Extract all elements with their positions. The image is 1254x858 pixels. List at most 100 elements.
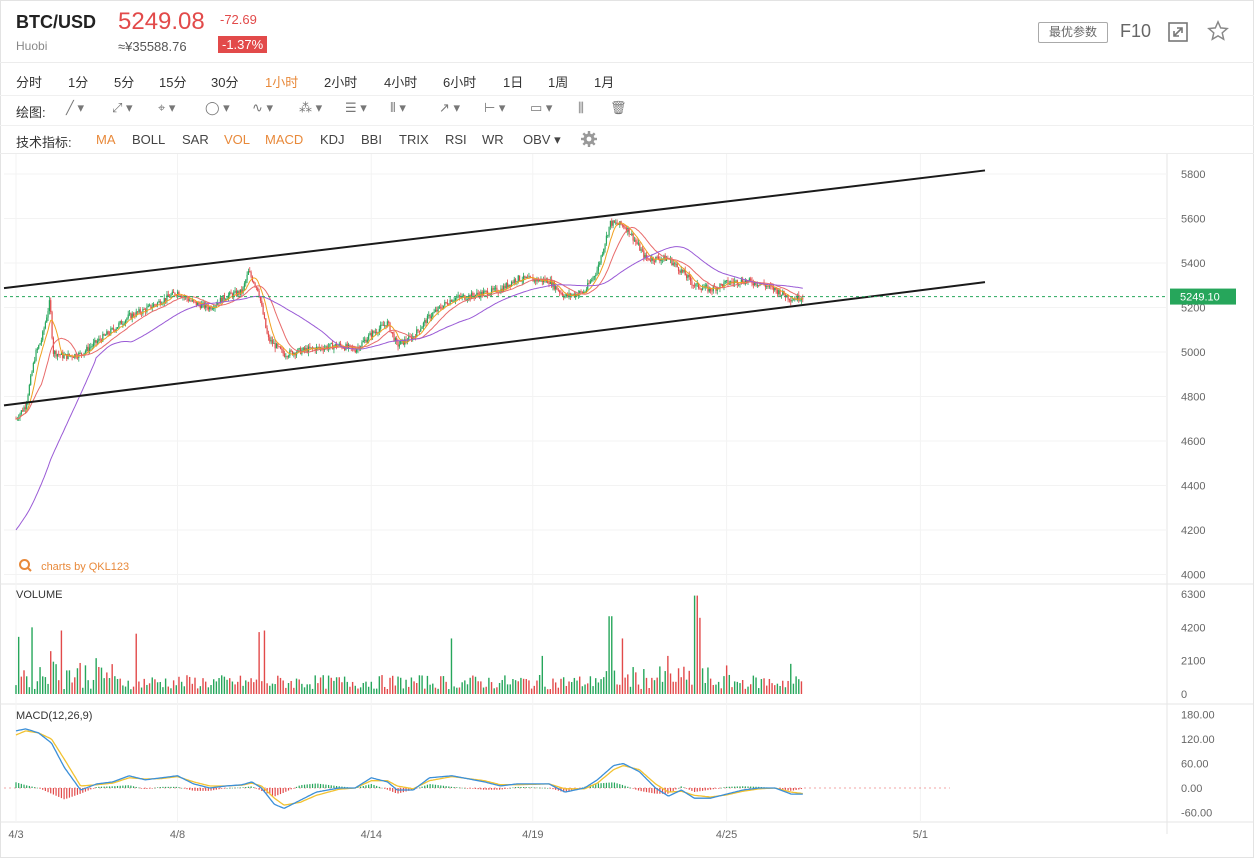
candle-body [46, 317, 48, 323]
volume-bar [752, 675, 755, 694]
indicator-vol[interactable]: VOL [224, 132, 251, 147]
indicator-obv[interactable]: OBV ▾ [523, 132, 561, 147]
macd-hist-bar [490, 788, 493, 790]
channel-tool-icon[interactable]: ⌖ ▾ [158, 100, 176, 115]
volume-bar [576, 680, 578, 694]
candle-body [241, 289, 243, 294]
volume-bar [731, 687, 733, 694]
candle-body [688, 274, 690, 277]
candle-body [790, 300, 792, 302]
volume-bar [779, 685, 781, 694]
fib-tool-icon[interactable]: ☰ ▾ [345, 100, 367, 115]
volume-bar [621, 638, 624, 694]
candle-body [139, 309, 141, 313]
period-1[interactable]: 1分 [68, 75, 89, 90]
candle-body [759, 283, 761, 286]
period-9[interactable]: 1日 [503, 75, 524, 90]
volume-bar [335, 677, 338, 694]
indicator-ma[interactable]: MA [96, 132, 116, 147]
macd-hist-bar [637, 788, 640, 791]
volume-bar [287, 683, 290, 694]
indicator-bbi[interactable]: BBI [361, 132, 382, 147]
period-10[interactable]: 1周 [548, 75, 569, 90]
indicator-trix[interactable]: TRIX [399, 132, 429, 147]
volume-bar [303, 687, 306, 694]
candle-body [569, 293, 571, 297]
candle-body [680, 269, 682, 273]
period-2[interactable]: 5分 [114, 75, 135, 90]
volume-bar [31, 627, 33, 694]
candle-tool-icon[interactable]: ⫼ [578, 100, 584, 115]
candle-body [396, 338, 398, 342]
candle-body [433, 311, 435, 313]
gann-tool-icon[interactable]: ⦀ ▾ [390, 100, 406, 115]
period-6[interactable]: 2小时 [324, 75, 358, 90]
period-5[interactable]: 1小时 [265, 75, 299, 90]
macd-hist-bar [429, 784, 431, 788]
arrow-tool-icon[interactable]: ↗ ▾ [439, 100, 461, 115]
period-7[interactable]: 4小时 [384, 75, 418, 90]
candle-body [210, 306, 212, 310]
indicator-kdj[interactable]: KDJ [320, 132, 345, 147]
macd-hist-bar [488, 788, 490, 790]
comment-tool-icon[interactable]: ▭ ▾ [530, 100, 553, 115]
period-11[interactable]: 1月 [594, 75, 615, 90]
candle-body [484, 290, 486, 292]
candle-body [24, 407, 26, 409]
indicator-sar[interactable]: SAR [182, 132, 209, 147]
candle-body [506, 282, 509, 288]
macd-hist-bar [525, 787, 527, 788]
indicator-macd[interactable]: MACD [265, 132, 304, 147]
volume-bar [723, 676, 725, 694]
candle-body [112, 328, 115, 330]
candle-body [249, 271, 251, 273]
volume-bar [218, 678, 220, 694]
fullscreen-icon[interactable] [1167, 21, 1189, 43]
wave-tool-icon[interactable]: ∿ ▾ [252, 100, 274, 115]
volume-bar [204, 681, 207, 694]
ray-tool-icon[interactable]: ⤢ ▾ [112, 100, 133, 115]
chart-area[interactable]: 4/3 4/8 4/14 4/19 4/25 5/1 5800 5600 5400 5200 500… [0, 154, 1254, 854]
star-icon[interactable] [1207, 20, 1229, 42]
candle-body [607, 235, 609, 237]
gear-icon[interactable] [580, 130, 598, 148]
indicator-wr[interactable]: WR [482, 132, 504, 147]
macd-hist-bar [210, 788, 212, 791]
trash-icon[interactable]: 🗑 [610, 100, 627, 115]
macd-hist-bar [140, 788, 143, 789]
period-3[interactable]: 15分 [159, 75, 187, 90]
candle-body [203, 302, 205, 308]
volume-bar [608, 616, 610, 694]
line-tool-icon[interactable]: ╱ ▾ [66, 100, 84, 115]
indicator-boll[interactable]: BOLL [132, 132, 166, 147]
volume-bar [733, 681, 736, 694]
macd-hist-bar [592, 784, 594, 788]
candle-body [68, 353, 71, 356]
volume-bar [739, 683, 741, 694]
volume-bar [704, 682, 706, 694]
period-0[interactable]: 分时 [16, 75, 43, 90]
candle-body [394, 338, 396, 342]
candle-body [130, 313, 132, 319]
volume-bar [565, 685, 568, 694]
range-tool-icon[interactable]: ⊢ ▾ [484, 100, 506, 115]
volume-bar [103, 678, 105, 694]
circle-tool-icon[interactable]: ◯ ▾ [205, 100, 230, 115]
pattern-tool-icon[interactable]: ⁂ ▾ [299, 100, 323, 115]
volume-bar [461, 682, 463, 694]
candle-body [349, 344, 351, 346]
macd-hist-bar [712, 788, 714, 790]
best-params-button[interactable]: 最优参数 [1038, 22, 1108, 43]
period-4[interactable]: 30分 [211, 75, 239, 90]
f10-button[interactable]: F10 [1120, 21, 1152, 41]
candle-body [299, 348, 302, 354]
macd-hist-bar [784, 788, 787, 790]
macd-hist-bar [325, 784, 327, 788]
candle-body [31, 371, 33, 376]
candle-body [505, 282, 507, 289]
period-8[interactable]: 6小时 [443, 75, 477, 90]
indicator-rsi[interactable]: RSI [445, 132, 467, 147]
volume-bar [175, 685, 177, 694]
candle-body [51, 312, 53, 339]
macd-hist-bar [28, 785, 30, 788]
